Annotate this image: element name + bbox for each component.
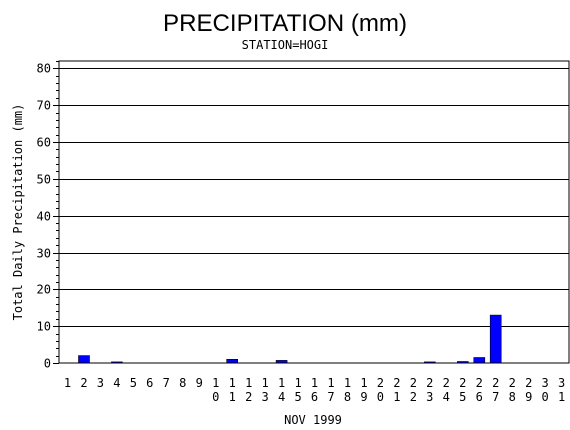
x-tick-label: 4 [113, 376, 120, 390]
y-axis-ticks: 0 10 20 30 40 50 60 70 80 [37, 61, 59, 371]
y-tick-label: 30 [37, 247, 51, 261]
plot-frame [58, 60, 570, 364]
bar-day-11 [226, 358, 238, 364]
x-axis-ticks: 1 2 3 4 5 6 7 8 9 1 01 11 21 31 41 51 61 71 81 92 02 12 22 32 42… [64, 376, 565, 404]
bar-day-27 [489, 314, 502, 364]
y-tick-label: 20 [37, 283, 51, 297]
x-tick-label: 8 [179, 376, 186, 390]
x-axis-label: NOV 1999 [284, 413, 342, 427]
x-tick-label: 9 [196, 376, 203, 390]
y-tick-label: 70 [37, 99, 51, 113]
bar-day-2 [78, 355, 90, 364]
y-tick-label: 80 [37, 62, 51, 76]
y-tick-label: 40 [37, 210, 51, 224]
x-tick-label: 3 [97, 376, 104, 390]
y-tick-label: 10 [37, 320, 51, 334]
bars [78, 314, 502, 364]
x-tick-label: 6 [146, 376, 153, 390]
x-tick-label: 2 [80, 376, 87, 390]
x-tick-label: 7 [163, 376, 170, 390]
x-tick-label: 1 [64, 376, 71, 390]
y-tick-label: 50 [37, 173, 51, 187]
y-axis-label: Total Daily Precipitation (mm) [11, 104, 25, 321]
grid-lines [59, 68, 569, 327]
y-tick-label: 60 [37, 136, 51, 150]
x-tick-label: 5 [130, 376, 137, 390]
y-tick-label: 0 [44, 357, 51, 371]
bar-day-26 [473, 357, 486, 364]
chart-subtitle: STATION=HOGI [242, 38, 329, 52]
chart-title: PRECIPITATION (mm) [163, 10, 407, 37]
